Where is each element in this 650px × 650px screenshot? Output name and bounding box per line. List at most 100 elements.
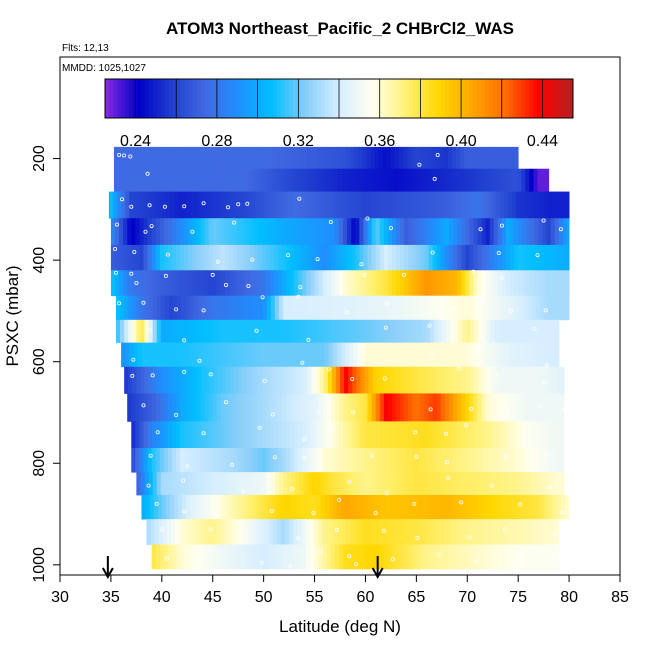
heatmap-cell: [342, 146, 347, 170]
heatmap-cell: [482, 366, 488, 394]
heatmap-cell: [160, 472, 166, 496]
heatmap-cell: [415, 519, 420, 545]
heatmap-cell: [445, 366, 451, 394]
heatmap-cell: [458, 366, 463, 394]
heatmap-cell: [396, 244, 401, 271]
heatmap-cell: [353, 495, 358, 520]
heatmap-cell: [249, 448, 254, 473]
heatmap-cell: [415, 146, 420, 170]
heatmap-cell: [124, 295, 129, 321]
heatmap-cell: [119, 244, 124, 271]
heatmap-cell: [371, 544, 377, 570]
heatmap-cell: [219, 168, 225, 192]
heatmap-cell: [159, 448, 165, 473]
sample-point: [182, 204, 187, 209]
heatmap-cell: [387, 218, 393, 246]
heatmap-cell: [265, 244, 271, 271]
sample-point: [259, 560, 264, 565]
heatmap-cell: [272, 519, 278, 545]
heatmap-cell: [532, 342, 537, 368]
y-tick-label: 400: [31, 247, 48, 274]
heatmap-cell: [216, 421, 222, 449]
heatmap-cell: [199, 519, 204, 545]
heatmap-cell: [270, 319, 276, 344]
heatmap-cell: [295, 472, 300, 496]
heatmap-cell: [428, 421, 434, 449]
heatmap-cell: [495, 342, 501, 368]
heatmap-cell: [534, 244, 539, 271]
colorbar-segment: [357, 79, 362, 118]
heatmap-cell: [138, 146, 143, 170]
heatmap-cell: [200, 448, 205, 473]
heatmap-cell: [412, 448, 417, 473]
heatmap-cell: [443, 146, 449, 170]
heatmap-cell: [473, 448, 478, 473]
marker-arrow-head: [101, 567, 114, 580]
sample-point: [201, 431, 206, 436]
heatmap-cell: [195, 146, 200, 170]
heatmap-cell: [302, 270, 307, 297]
colorbar-segment: [529, 79, 534, 118]
heatmap-cell: [520, 342, 525, 368]
heatmap-cell: [311, 319, 316, 344]
heatmap-cell: [473, 544, 478, 570]
heatmap-cell: [298, 421, 303, 449]
heatmap-cell: [523, 472, 528, 496]
heatmap-cell: [503, 495, 509, 520]
heatmap-cell: [291, 295, 296, 321]
heatmap-cell: [155, 244, 161, 271]
heatmap-cell: [184, 393, 189, 422]
heatmap-cell: [280, 146, 286, 170]
sample-point: [345, 310, 350, 315]
heatmap-cell: [448, 544, 454, 570]
heatmap-cell: [559, 472, 565, 496]
heatmap-cell: [345, 495, 350, 520]
heatmap-cell: [179, 519, 184, 545]
heatmap-cell: [386, 519, 392, 545]
heatmap-cell: [337, 146, 343, 170]
sample-point: [558, 227, 563, 232]
heatmap-cell: [405, 295, 410, 321]
heatmap-cell: [215, 146, 221, 170]
heatmap-cell: [117, 191, 122, 219]
heatmap-cell: [493, 421, 499, 449]
heatmap-cell: [224, 218, 230, 246]
colorbar-segment: [433, 79, 438, 118]
heatmap-cell: [250, 295, 255, 321]
heatmap-cell: [457, 270, 462, 297]
heatmap-cell: [352, 472, 357, 496]
heatmap-cell: [319, 319, 325, 344]
heatmap-cell: [392, 472, 398, 496]
heatmap-cell: [419, 168, 424, 192]
heatmap-cell: [233, 244, 238, 271]
heatmap-cell: [498, 366, 504, 394]
sample-point: [547, 485, 552, 490]
heatmap-cell: [363, 244, 368, 271]
heatmap-cell: [358, 146, 363, 170]
heatmap-cell: [428, 244, 434, 271]
sample-point: [131, 357, 136, 362]
heatmap-cell: [343, 270, 348, 297]
heatmap-cell: [137, 191, 142, 219]
heatmap-cell: [420, 448, 425, 473]
heatmap-cell: [331, 295, 337, 321]
heatmap-cell: [396, 448, 401, 473]
sample-point: [428, 407, 433, 412]
heatmap-cell: [440, 270, 446, 297]
sample-point: [225, 205, 230, 210]
dates-annotation: MMDD: 1025,1027: [62, 63, 146, 74]
heatmap-cell: [429, 319, 435, 344]
heatmap-cell: [252, 519, 257, 545]
heatmap-cell: [151, 393, 157, 422]
sample-point: [204, 549, 209, 554]
heatmap-cell: [204, 244, 210, 271]
heatmap-cell: [338, 421, 344, 449]
heatmap-cell: [411, 146, 416, 170]
heatmap-cell: [412, 244, 417, 271]
heatmap-cell: [388, 295, 394, 321]
heatmap-cell: [264, 168, 270, 192]
colorbar-tick-label: 0.24: [120, 133, 151, 150]
heatmap-cell: [268, 168, 274, 192]
heatmap-cell: [299, 472, 304, 496]
heatmap-cell: [387, 448, 393, 473]
